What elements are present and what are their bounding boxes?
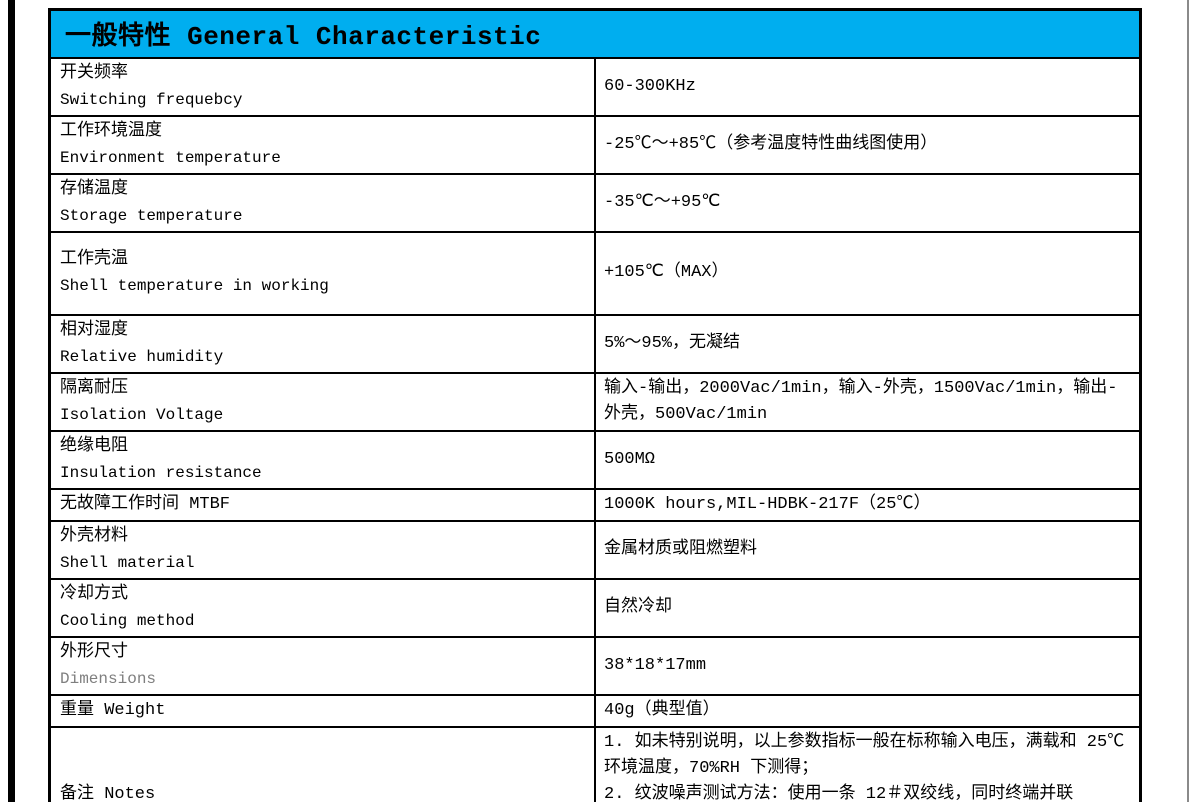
row-label-zh: 工作壳温 — [60, 250, 128, 269]
table-row: 存储温度 Storage temperature -35℃～+95℃ — [48, 172, 1142, 233]
row-value: 1000K hours,MIL-HDBK-217F（25℃） — [594, 487, 1142, 522]
row-label-en: Relative humidity — [60, 347, 224, 366]
table-row: 工作环境温度 Environment temperature -25℃～+85℃… — [48, 114, 1142, 175]
table-row: 绝缘电阻 Insulation resistance 500MΩ — [48, 429, 1142, 490]
table-row: 工作壳温 Shell temperature in working +105℃（… — [48, 230, 1142, 316]
table-row: 开关频率 Switching frequebcy 60-300KHz — [48, 56, 1142, 117]
row-label: 存储温度 Storage temperature — [48, 172, 596, 233]
row-label: 绝缘电阻 Insulation resistance — [48, 429, 596, 490]
row-label: 相对湿度 Relative humidity — [48, 313, 596, 374]
row-label-zh: 开关频率 — [60, 63, 128, 83]
row-label-en: Dimensions — [60, 669, 157, 688]
table-row: 冷却方式 Cooling method 自然冷却 — [48, 577, 1142, 638]
row-label-zh: 冷却方式 — [60, 584, 128, 604]
general-characteristic-table: 一般特性 General Characteristic 开关频率 Switchi… — [48, 8, 1142, 802]
row-label: 隔离耐压 Isolation Voltage — [48, 371, 596, 432]
row-label: 备注 Notes — [48, 725, 596, 802]
row-value: 40g（典型值） — [594, 693, 1142, 728]
row-label: 外壳材料 Shell material — [48, 519, 596, 580]
row-value: 自然冷却 — [594, 577, 1142, 638]
row-label-en: Cooling method — [60, 611, 195, 630]
row-value: 输入-输出，2000Vac/1min，输入-外壳，1500Vac/1min，输出… — [594, 371, 1142, 432]
row-value-notes: 1. 如未特别说明，以上参数指标一般在标称输入电压，满载和 25℃环境温度，70… — [594, 725, 1142, 802]
row-label: 无故障工作时间 MTBF — [48, 487, 596, 522]
row-label-zh: 重量 Weight — [60, 700, 166, 720]
table-row: 重量 Weight 40g（典型值） — [48, 693, 1142, 728]
page-right-border — [1187, 0, 1189, 802]
table-row: 外壳材料 Shell material 金属材质或阻燃塑料 — [48, 519, 1142, 580]
row-label: 工作壳温 Shell temperature in working — [48, 230, 596, 316]
table-row-notes: 备注 Notes 1. 如未特别说明，以上参数指标一般在标称输入电压，满载和 2… — [48, 725, 1142, 802]
row-value: 38*18*17mm — [594, 635, 1142, 696]
row-label-zh: 存储温度 — [60, 179, 128, 199]
row-value: 金属材质或阻燃塑料 — [594, 519, 1142, 580]
row-label-zh: 外形尺寸 — [60, 642, 128, 662]
row-label-en: Shell temperature in working — [60, 277, 329, 295]
table-row: 隔离耐压 Isolation Voltage 输入-输出，2000Vac/1mi… — [48, 371, 1142, 432]
table-row: 相对湿度 Relative humidity 5%～95%，无凝结 — [48, 313, 1142, 374]
row-label-en: Environment temperature — [60, 148, 281, 167]
table-row: 无故障工作时间 MTBF 1000K hours,MIL-HDBK-217F（2… — [48, 487, 1142, 522]
row-label-en: Isolation Voltage — [60, 405, 224, 424]
page-left-border — [8, 0, 15, 802]
table-header-row: 一般特性 General Characteristic — [48, 8, 1142, 59]
row-value: 60-300KHz — [594, 56, 1142, 117]
row-label-en: Insulation resistance — [60, 463, 262, 482]
row-label-zh: 无故障工作时间 MTBF — [60, 494, 231, 514]
row-label-zh: 备注 Notes — [60, 784, 156, 802]
row-label: 外形尺寸 Dimensions — [48, 635, 596, 696]
row-value: +105℃（MAX） — [594, 230, 1142, 316]
row-value: -35℃～+95℃ — [594, 172, 1142, 233]
row-label-zh: 外壳材料 — [60, 526, 128, 546]
row-label-zh: 相对湿度 — [60, 320, 128, 340]
row-label: 重量 Weight — [48, 693, 596, 728]
row-label: 冷却方式 Cooling method — [48, 577, 596, 638]
row-value: -25℃～+85℃（参考温度特性曲线图使用） — [594, 114, 1142, 175]
row-label-zh: 工作环境温度 — [60, 121, 162, 141]
table-row: 外形尺寸 Dimensions 38*18*17mm — [48, 635, 1142, 696]
row-value: 5%～95%，无凝结 — [594, 313, 1142, 374]
note-line: 1. 如未特别说明，以上参数指标一般在标称输入电压，满载和 25℃环境温度，70… — [604, 732, 1125, 778]
row-label-zh: 隔离耐压 — [60, 378, 128, 398]
row-label-zh: 绝缘电阻 — [60, 436, 128, 456]
row-label: 工作环境温度 Environment temperature — [48, 114, 596, 175]
row-label: 开关频率 Switching frequebcy — [48, 56, 596, 117]
row-label-en: Shell material — [60, 553, 195, 572]
row-value: 500MΩ — [594, 429, 1142, 490]
note-line: 2. 纹波噪声测试方法：使用一条 12＃双绞线，同时终端并联 0.1uf 聚丙烯… — [604, 784, 1074, 802]
table-title: 一般特性 General Characteristic — [48, 8, 1142, 59]
row-label-en: Storage temperature — [60, 206, 243, 225]
row-label-en: Switching frequebcy — [60, 90, 243, 109]
